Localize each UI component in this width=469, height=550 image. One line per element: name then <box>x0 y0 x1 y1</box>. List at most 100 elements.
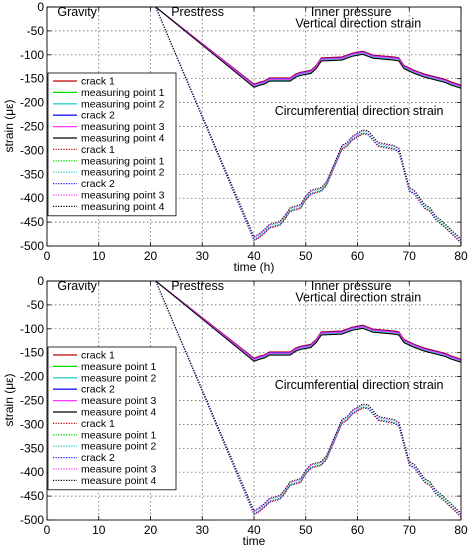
legend-label: measure point 2 <box>81 441 156 453</box>
series-line-vertical-5 <box>47 280 462 361</box>
y-axis-label: strain (με) <box>2 100 16 153</box>
annotation-1: Gravity <box>57 5 97 19</box>
chart-panel-2: 0 10 20 30 40 50 60 70 80 0 -50 -100 -150 -200 -250 -30… <box>2 274 468 548</box>
legend-label: crack 2 <box>81 110 115 122</box>
y-tick-label: -450 <box>20 489 44 503</box>
legend-label: crack 1 <box>81 76 115 88</box>
legend-label: measuring point 3 <box>81 190 165 202</box>
y-tick-label: -200 <box>20 96 44 110</box>
annotation-2: Prestress <box>171 5 224 19</box>
series-line-circumferential-3 <box>47 280 462 515</box>
legend-label: crack 1 <box>81 144 115 156</box>
legend-label: crack 1 <box>81 418 115 430</box>
y-tick-label: -100 <box>20 48 44 62</box>
x-axis-label: time (h) <box>234 260 275 274</box>
series-line-circumferential-6 <box>47 6 462 240</box>
series-line-circumferential-1 <box>47 6 462 244</box>
legend-label: crack 2 <box>81 384 115 396</box>
legend-label: crack 1 <box>81 350 115 362</box>
y-tick-label: -100 <box>20 322 44 336</box>
series-line-circumferential-6 <box>47 280 462 514</box>
series-line-vertical-1 <box>47 280 462 360</box>
annotation-5: Circumferential direction strain <box>275 104 444 118</box>
y-tick-label: -500 <box>20 239 44 253</box>
axes-frame <box>46 6 462 247</box>
y-tick-label: -150 <box>20 346 44 360</box>
annotation-3: Inner pressure <box>311 5 392 19</box>
x-tick-label: 70 <box>403 249 417 263</box>
y-axis-label: strain (με) <box>2 374 16 427</box>
legend-label: measure point 4 <box>81 475 156 487</box>
x-tick-label: 20 <box>144 523 158 537</box>
x-tick-label: 60 <box>351 523 365 537</box>
x-tick-label: 70 <box>403 523 417 537</box>
y-tick-label: -350 <box>20 167 44 181</box>
y-tick-label: -200 <box>20 370 44 384</box>
x-tick-label: 50 <box>299 249 313 263</box>
annotation-2: Prestress <box>171 279 224 293</box>
annotation-1: Gravity <box>57 279 97 293</box>
series-line-vertical-3 <box>47 280 462 362</box>
x-tick-label: 30 <box>196 249 210 263</box>
legend-label: measuring point 1 <box>81 87 165 99</box>
series-line-vertical-3 <box>47 6 462 88</box>
x-tick-label: 40 <box>247 249 261 263</box>
legend-label: measure point 3 <box>81 464 156 476</box>
x-tick-label: 80 <box>454 523 468 537</box>
series-line-vertical-6 <box>47 280 462 363</box>
x-tick-label: 60 <box>351 249 365 263</box>
legend-label: measuring point 1 <box>81 155 165 167</box>
legend-label: measure point 1 <box>81 361 156 373</box>
x-tick-label: 10 <box>92 249 106 263</box>
axes-frame <box>46 280 462 521</box>
x-tick-label: 0 <box>44 249 51 263</box>
series-line-circumferential-4 <box>47 6 462 243</box>
legend-box <box>47 72 177 217</box>
annotation-4: Vertical direction strain <box>295 291 421 305</box>
y-tick-label: 0 <box>37 274 44 288</box>
legend-label: crack 2 <box>81 178 115 190</box>
x-tick-label: 40 <box>247 523 261 537</box>
x-axis-label: time <box>243 534 266 548</box>
legend-label: measuring point 2 <box>81 98 165 110</box>
y-tick-label: -250 <box>20 120 44 134</box>
legend-label: measuring point 3 <box>81 121 165 133</box>
y-tick-label: -500 <box>20 513 44 527</box>
legend-label: measuring point 2 <box>81 167 165 179</box>
y-tick-label: -50 <box>27 24 45 38</box>
annotation-3: Inner pressure <box>311 279 392 293</box>
legend-label: measuring point 4 <box>81 201 165 213</box>
x-tick-label: 10 <box>92 523 106 537</box>
y-tick-label: -400 <box>20 191 44 205</box>
chart-panel-1: 0 10 20 30 40 50 60 70 80 0 -50 -100 -150 -200 -250 -30… <box>2 0 468 274</box>
series-line-circumferential-3 <box>47 6 462 241</box>
y-tick-label: -400 <box>20 465 44 479</box>
legend-label: measure point 3 <box>81 395 156 407</box>
x-tick-label: 30 <box>196 523 210 537</box>
legend-box <box>47 346 177 491</box>
y-tick-label: -300 <box>20 417 44 431</box>
x-tick-label: 0 <box>44 523 51 537</box>
y-tick-label: -150 <box>20 72 44 86</box>
legend-label: crack 2 <box>81 452 115 464</box>
y-tick-label: -50 <box>27 298 45 312</box>
y-tick-label: -300 <box>20 143 44 157</box>
legend-label: measure point 1 <box>81 429 156 441</box>
x-tick-label: 20 <box>144 249 158 263</box>
series-line-vertical-5 <box>47 6 462 87</box>
y-tick-label: -250 <box>20 394 44 408</box>
y-tick-label: -350 <box>20 441 44 455</box>
annotation-5: Circumferential direction strain <box>275 378 444 392</box>
legend-label: measure point 2 <box>81 372 156 384</box>
series-line-circumferential-4 <box>47 280 462 517</box>
series-line-circumferential-1 <box>47 280 462 518</box>
y-tick-label: 0 <box>37 0 44 14</box>
series-line-vertical-1 <box>47 6 462 86</box>
legend-label: measuring point 4 <box>81 133 165 145</box>
x-tick-label: 50 <box>299 523 313 537</box>
legend-label: measure point 4 <box>81 407 156 419</box>
y-tick-label: -450 <box>20 215 44 229</box>
series-line-vertical-6 <box>47 6 462 89</box>
x-tick-label: 80 <box>454 249 468 263</box>
